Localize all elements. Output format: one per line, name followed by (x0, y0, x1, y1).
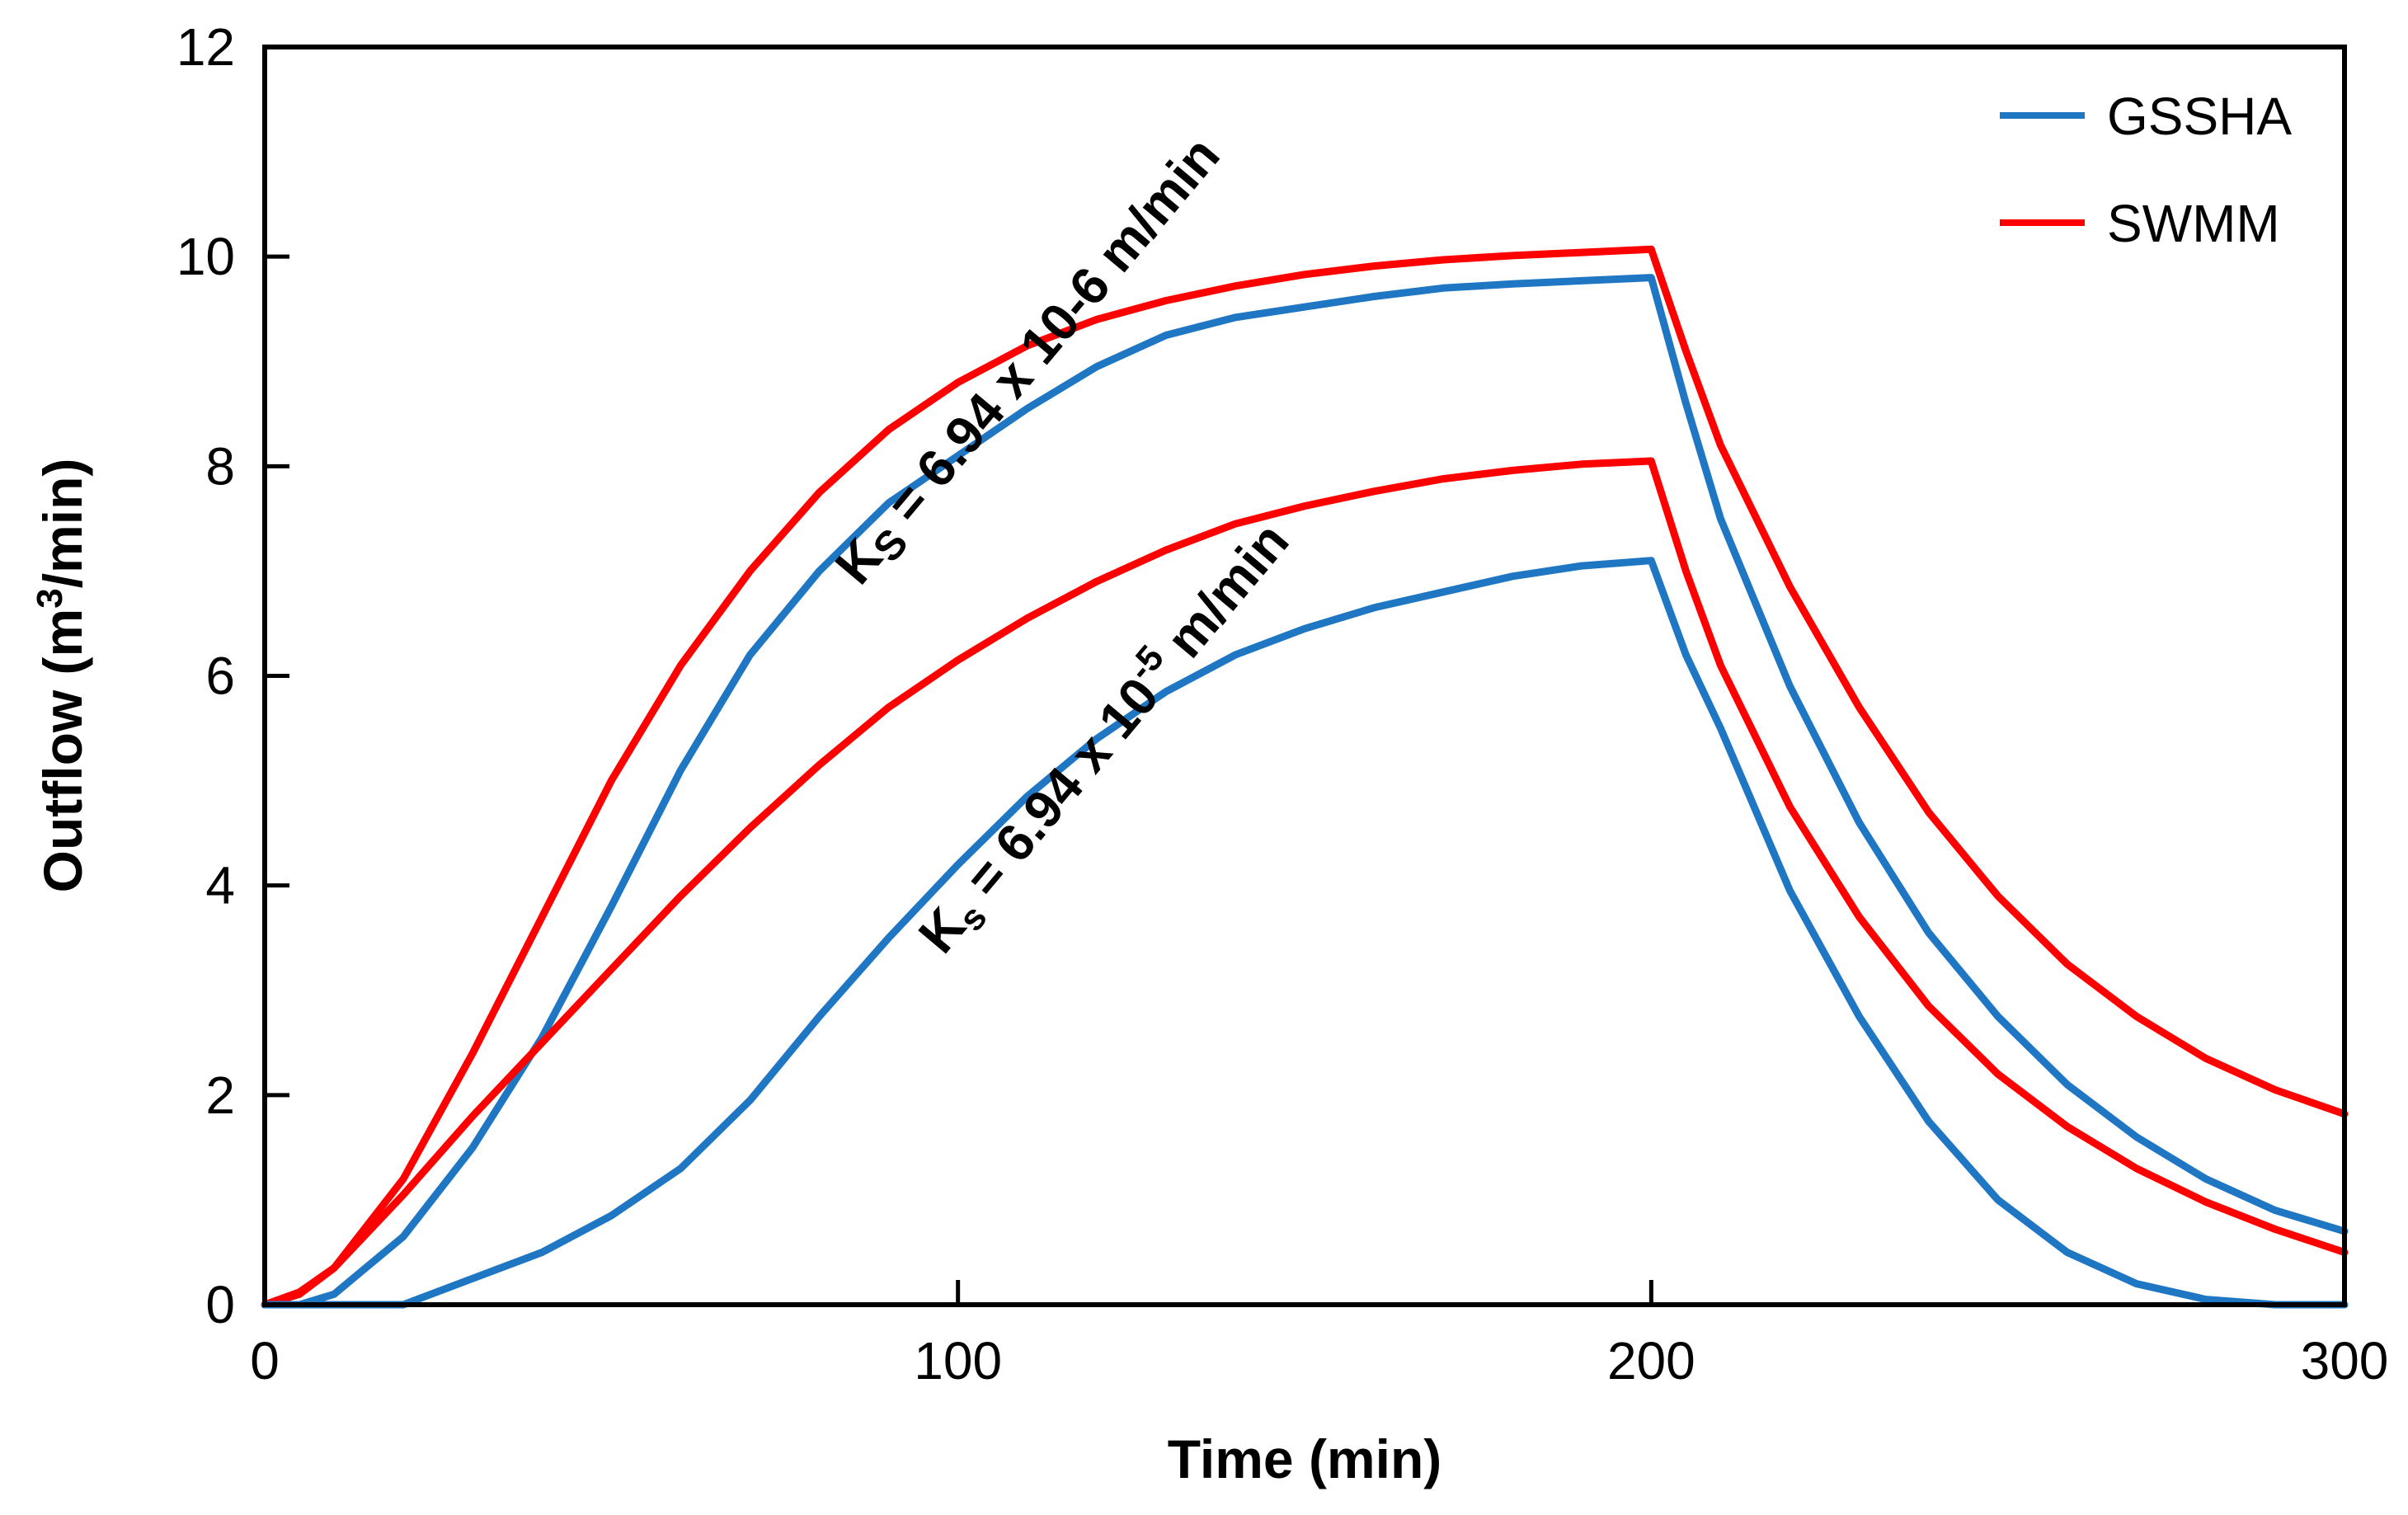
y-tick-label: 10 (176, 227, 235, 286)
legend-label-gssha: GSSHA (2107, 87, 2292, 146)
x-axis-label: Time (min) (1168, 1428, 1442, 1489)
y-tick-label: 2 (205, 1066, 235, 1125)
annotation-ks-1e-5-text: = 6.94 x 10 (944, 666, 1170, 920)
y-axis-label-sup: 3 (30, 588, 70, 608)
tick-layer: 0 2 4 6 8 10 12 0 100 200 300 (176, 17, 2389, 1390)
annotation-ks-1e-5-suffix: m/min (1145, 511, 1300, 680)
y-tick-label: 8 (205, 436, 235, 496)
legend-label-swmm: SWMM (2107, 194, 2280, 253)
series-line-swmm-ks-1e-6 (261, 245, 2349, 1309)
series-line-gssha-ks-1e-6 (261, 274, 2349, 1309)
y-tick-label: 6 (205, 647, 235, 706)
y-tick-label: 0 (205, 1275, 235, 1334)
annotation-ks-1e-6: KS = 6.94 x 10-6 m/min (824, 125, 1237, 600)
y-tick-label: 4 (205, 856, 235, 915)
y-tick-label: 12 (176, 17, 235, 77)
x-tick-label: 300 (2301, 1331, 2389, 1390)
y-axis-label-prefix: Outflow (m (32, 609, 93, 893)
series-layer (261, 245, 2349, 1309)
series-line-gssha-ks-1e-5 (261, 557, 2349, 1309)
legend: GSSHA SWMM (2000, 87, 2292, 253)
x-tick-label: 200 (1607, 1331, 1695, 1390)
plot-area-frame (262, 45, 2347, 1307)
y-axis-label-suffix: /min) (32, 459, 93, 589)
x-tick-label: 0 (250, 1331, 280, 1390)
y-axis-label: Outflow (m3/min) (30, 459, 93, 893)
series-line-swmm-ks-1e-5 (261, 457, 2349, 1309)
x-tick-label: 100 (914, 1331, 1002, 1390)
